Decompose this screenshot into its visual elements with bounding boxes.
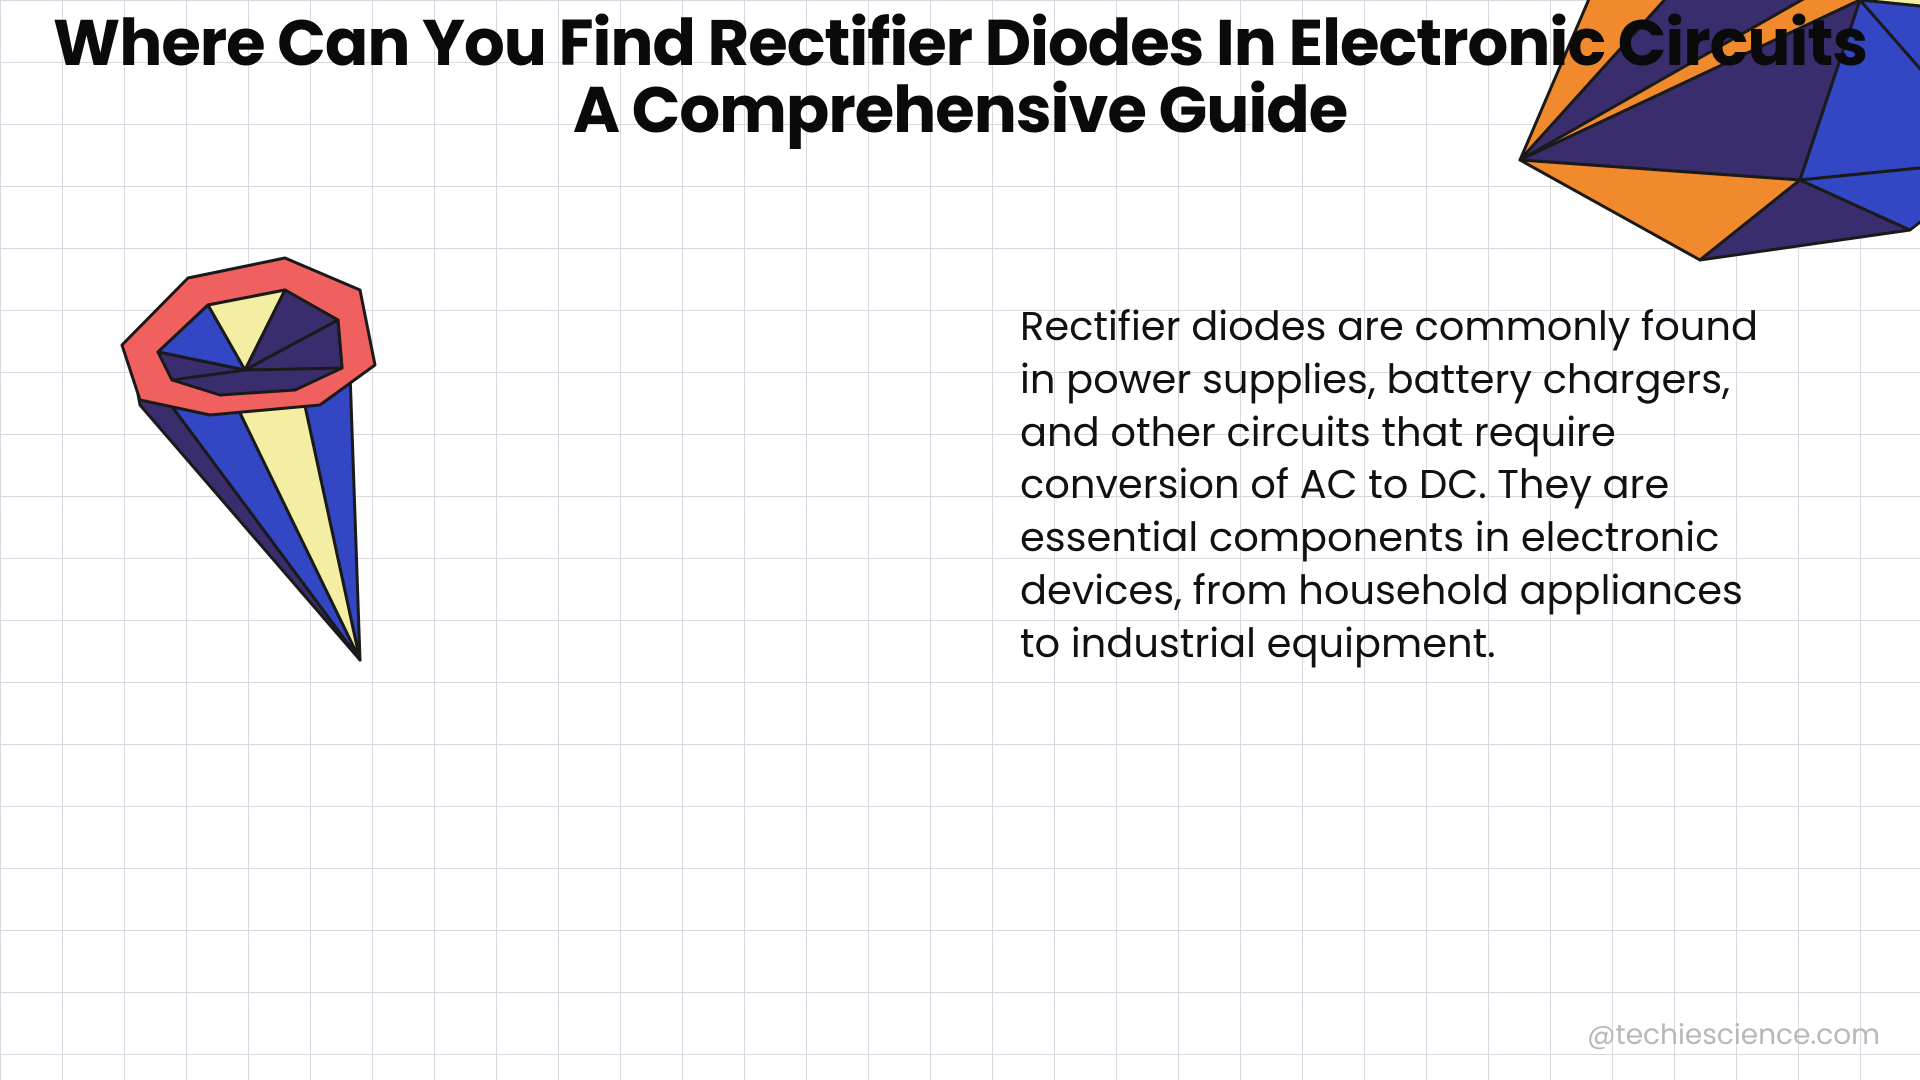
cone-shape-icon <box>80 230 430 700</box>
body-paragraph: Rectifier diodes are commonly found in p… <box>1020 300 1790 670</box>
page-title: Where Can You Find Rectifier Diodes In E… <box>50 10 1870 144</box>
attribution-text: @techiescience.com <box>1587 1014 1880 1056</box>
